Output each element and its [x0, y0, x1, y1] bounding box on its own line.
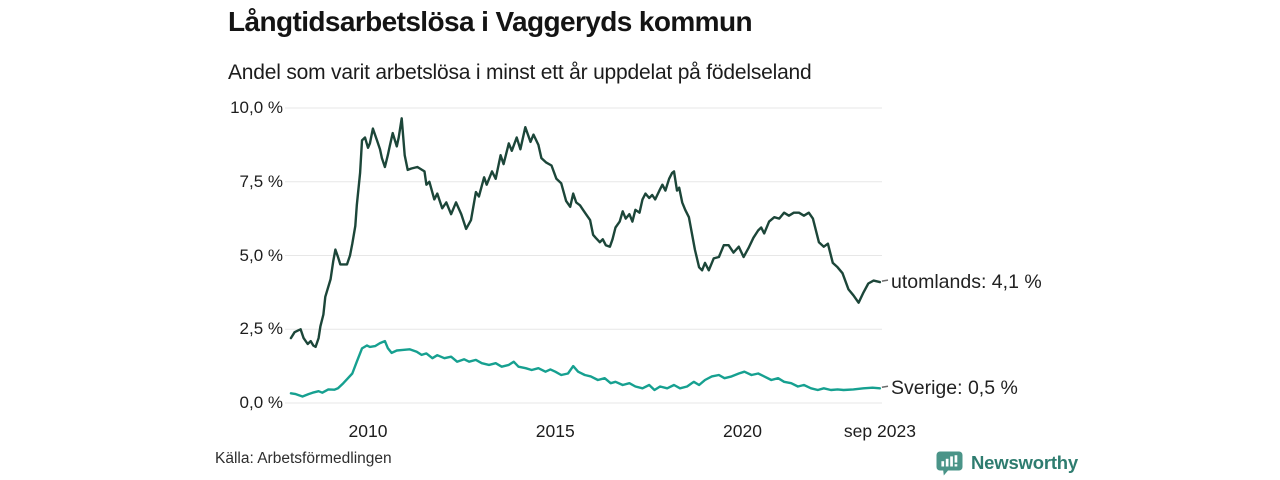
x-axis-tick-label: 2015 [535, 421, 575, 441]
series-line-sverige [289, 339, 882, 398]
source-note: Källa: Arbetsförmedlingen [215, 450, 392, 467]
y-axis-tick-label: 2,5 % [239, 319, 283, 339]
series-end-label-utomlands: utomlands: 4,1 % [891, 271, 1042, 294]
y-axis-tick-label: 5,0 % [239, 245, 283, 265]
page-subtitle: Andel som varit arbetslösa i minst ett å… [228, 61, 812, 84]
x-axis-tick-label: 2020 [723, 421, 762, 441]
x-axis-tick-label: 2010 [348, 421, 388, 441]
series-line-utomlands [289, 117, 882, 349]
newsworthy-logo[interactable]: Newsworthy [936, 449, 1078, 477]
y-axis-tick-label: 10,0 % [230, 98, 283, 117]
y-axis-tick-label: 0,0 % [239, 393, 283, 412]
label-connector-sverige [881, 385, 889, 389]
page-title: Långtidsarbetslösa i Vaggeryds kommun [228, 6, 753, 37]
series-end-label-sverige: Sverige: 0,5 % [891, 377, 1018, 400]
bar-chart-bubble-icon [936, 451, 963, 475]
y-axis-tick-label: 7,5 % [239, 171, 283, 191]
newsworthy-wordmark: Newsworthy [971, 452, 1078, 473]
x-axis-tick-label: sep 2023 [843, 421, 916, 441]
label-connector-utomlands [881, 279, 889, 282]
